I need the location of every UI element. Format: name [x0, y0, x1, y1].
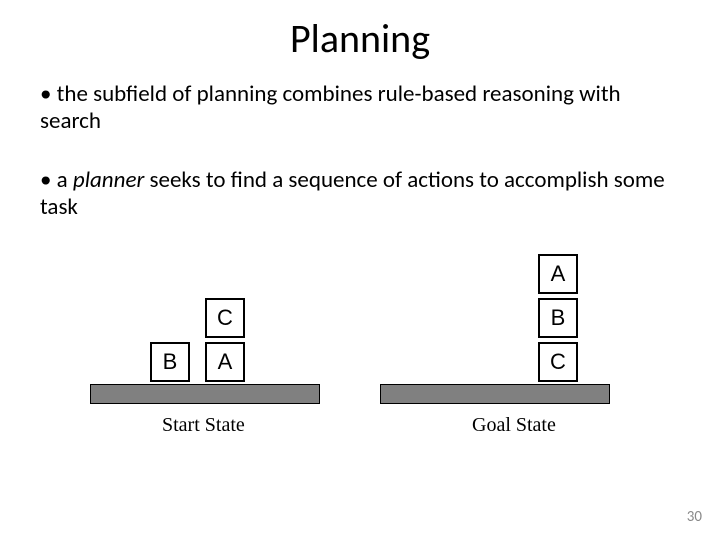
blocks-world-diagram: B A C C B A Start State Goal State [90, 254, 630, 454]
label-start-state: Start State [162, 414, 245, 437]
bullet-2-pre: • a [40, 166, 73, 194]
bullet-2: • a planner seeks to find a sequence of … [40, 167, 680, 221]
block-goal-a: A [538, 254, 578, 294]
slide: Planning • the subfield of planning comb… [0, 0, 720, 540]
block-start-c: C [205, 298, 245, 338]
page-number: 30 [687, 508, 702, 526]
bullet-1-text: • the subfield of planning combines rule… [40, 80, 621, 135]
block-start-b: B [150, 342, 190, 382]
bullet-2-em: planner [73, 166, 144, 194]
goal-platform [380, 384, 610, 404]
block-start-a: A [205, 342, 245, 382]
slide-title: Planning [40, 14, 680, 63]
block-goal-c: C [538, 342, 578, 382]
bullet-1: • the subfield of planning combines rule… [40, 81, 680, 135]
label-goal-state: Goal State [472, 414, 556, 437]
diagram-area: B A C C B A Start State Goal State [40, 254, 680, 454]
start-platform [90, 384, 320, 404]
block-goal-b: B [538, 298, 578, 338]
